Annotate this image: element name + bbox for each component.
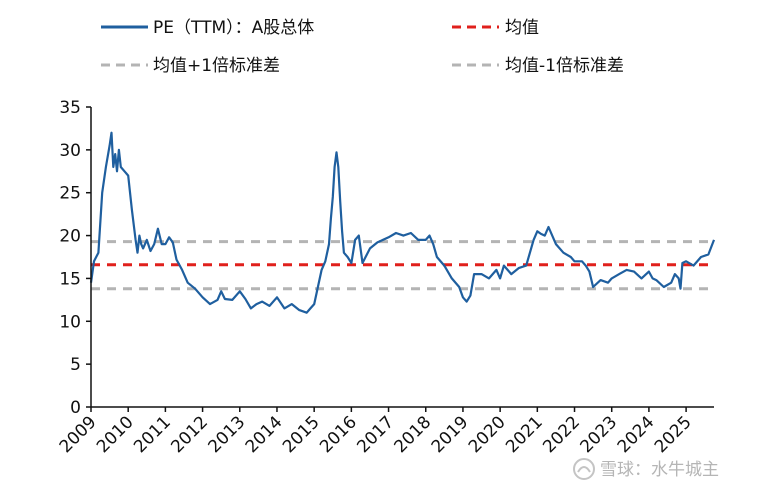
legend: PE（TTM）：A股总体 均值 均值+1倍标准差 均值-1倍标准差 — [101, 18, 624, 76]
watermark-logo-mark — [577, 466, 591, 473]
x-tick-label: 2023 — [577, 412, 622, 457]
y-tick-label: 5 — [70, 355, 81, 375]
x-tick-label: 2016 — [316, 412, 361, 457]
y-tick-label: 30 — [59, 141, 81, 161]
x-tick-label: 2009 — [56, 412, 101, 457]
x-tick-label: 2017 — [353, 412, 398, 457]
pe-series-line — [89, 131, 716, 314]
watermark-logo-icon — [573, 458, 595, 480]
x-tick-label: 2019 — [428, 412, 473, 457]
y-tick-label: 35 — [59, 98, 81, 118]
legend-label-mean: 均值 — [505, 18, 539, 38]
legend-label-pe: PE（TTM）：A股总体 — [153, 18, 314, 38]
x-tick-label: 2012 — [167, 412, 212, 457]
x-tick-label: 2011 — [130, 412, 175, 457]
y-tick-label: 15 — [59, 269, 81, 289]
x-tick-label: 2014 — [242, 412, 287, 457]
watermark: 雪球：水牛城主 — [573, 458, 719, 480]
x-tick-label: 2020 — [465, 412, 510, 457]
y-tick-label: 10 — [59, 312, 81, 332]
x-tick-label: 2025 — [651, 412, 696, 457]
x-tick-labels: 2009201020112012201320142015201620172018… — [56, 407, 696, 457]
x-tick-label: 2013 — [205, 412, 250, 457]
x-tick-label: 2024 — [614, 412, 659, 457]
x-tick-label: 2010 — [93, 412, 138, 457]
x-tick-label: 2015 — [279, 412, 324, 457]
y-tick-label: 25 — [59, 184, 81, 204]
axes — [90, 107, 714, 408]
y-tick-labels: 0 5 10 15 20 25 30 35 — [59, 98, 91, 418]
reference-lines — [91, 240, 714, 291]
y-tick-label: 0 — [70, 398, 81, 418]
x-tick-label: 2018 — [391, 412, 436, 457]
pe-series — [89, 131, 716, 314]
x-tick-label: 2022 — [539, 412, 584, 457]
y-tick-label: 20 — [59, 227, 81, 247]
x-tick-label: 2021 — [502, 412, 547, 457]
legend-label-minus-1sd: 均值-1倍标准差 — [505, 56, 624, 76]
watermark-text: 雪球：水牛城主 — [600, 460, 719, 480]
legend-label-plus-1sd: 均值+1倍标准差 — [153, 56, 280, 76]
